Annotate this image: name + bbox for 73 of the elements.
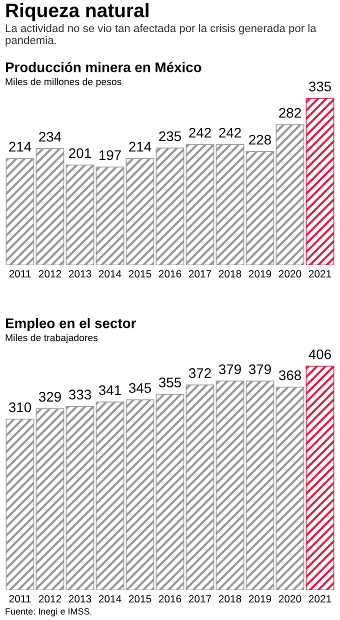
text: Riqueza natural — [6, 3, 148, 22]
data-label: 214 — [9, 142, 32, 152]
bar — [186, 144, 214, 265]
x-tick-label: 2018 — [218, 595, 242, 603]
data-label: 228 — [249, 134, 271, 145]
bar — [6, 158, 34, 265]
text: La actividad no se vio tan afectada por la crisis generada por la pandemia. — [6, 24, 316, 46]
bar — [156, 148, 184, 265]
bar — [306, 366, 334, 590]
data-label: 355 — [158, 378, 182, 388]
data-label: 214 — [129, 142, 152, 152]
x-tick-label: 2018 — [218, 270, 242, 278]
bar — [96, 402, 124, 590]
bar — [156, 394, 184, 590]
bar — [276, 124, 304, 265]
bar — [246, 151, 274, 265]
bar — [6, 418, 34, 590]
x-tick-label: 2011 — [9, 270, 31, 278]
x-tick-label: 2016 — [158, 270, 182, 278]
bar — [36, 148, 64, 265]
data-label: 329 — [38, 392, 61, 402]
x-tick-label: 2012 — [38, 595, 62, 603]
bar — [126, 399, 154, 590]
x-tick-label: 2021 — [308, 270, 332, 278]
x-tick-label: 2017 — [188, 270, 212, 278]
data-label: 235 — [159, 131, 182, 142]
data-label: 201 — [69, 148, 91, 158]
data-label: 242 — [189, 128, 211, 138]
bar — [186, 384, 214, 590]
chart-title: Producción minera en México — [6, 62, 202, 72]
data-label: 242 — [219, 128, 241, 138]
x-tick-label: 2019 — [248, 270, 272, 278]
x-tick-label: 2020 — [278, 270, 302, 278]
bar — [66, 164, 94, 265]
data-label: 310 — [8, 402, 32, 412]
data-label: 379 — [248, 364, 271, 374]
bar — [126, 158, 154, 265]
data-label: 197 — [99, 150, 121, 160]
bar — [216, 380, 244, 590]
bar — [216, 144, 244, 265]
chart-title: Empleo en el sector — [6, 318, 136, 331]
bar — [36, 408, 64, 590]
source-note: Fuente: Inegi e IMSS. — [6, 608, 92, 616]
bar — [96, 166, 124, 265]
data-label: 341 — [98, 385, 121, 396]
x-tick-label: 2013 — [68, 595, 92, 603]
bar — [246, 380, 274, 590]
data-label: 282 — [279, 108, 301, 118]
x-tick-label: 2014 — [98, 270, 122, 278]
data-label: 333 — [68, 390, 91, 400]
data-label: 335 — [308, 82, 332, 92]
chart-subtitle: Miles de millones de pesos — [6, 78, 122, 88]
bar — [276, 386, 304, 590]
data-label: 406 — [308, 349, 331, 360]
data-label: 379 — [218, 364, 241, 374]
x-tick-label: 2015 — [128, 595, 152, 603]
bar — [306, 98, 334, 265]
x-tick-label: 2021 — [308, 595, 332, 603]
x-tick-label: 2017 — [188, 595, 212, 603]
x-tick-label: 2020 — [278, 595, 302, 603]
x-tick-label: 2019 — [248, 595, 272, 603]
chart-subtitle: Miles de trabajadores — [6, 334, 98, 344]
bar — [66, 406, 94, 590]
x-tick-label: 2013 — [68, 270, 92, 278]
x-tick-label: 2016 — [158, 595, 182, 603]
x-tick-label: 2015 — [128, 270, 152, 278]
x-tick-label: 2012 — [38, 270, 62, 278]
data-label: 234 — [39, 132, 62, 142]
x-tick-label: 2011 — [9, 595, 31, 603]
data-label: 368 — [278, 370, 301, 380]
data-label: 372 — [188, 368, 211, 378]
data-label: 345 — [128, 383, 152, 393]
x-tick-label: 2014 — [98, 595, 122, 603]
